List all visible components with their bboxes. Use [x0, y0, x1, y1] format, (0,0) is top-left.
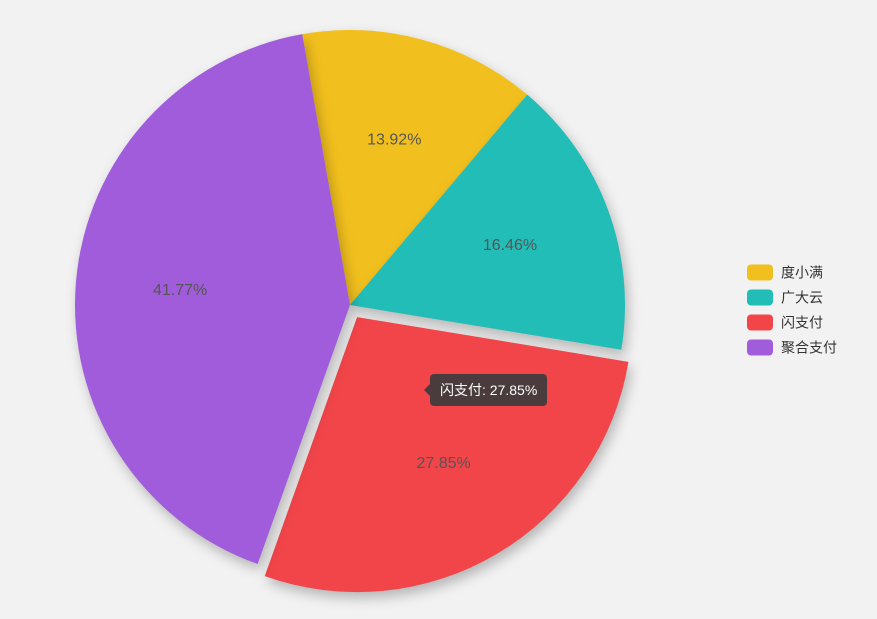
pie-slice-label-2: 27.85%	[417, 455, 471, 472]
legend-label-2: 闪支付	[781, 312, 823, 332]
legend-swatch-2	[747, 314, 773, 330]
legend-item-0[interactable]: 度小满	[747, 262, 837, 282]
legend-swatch-1	[747, 289, 773, 305]
legend-label-1: 广大云	[781, 287, 823, 307]
legend-label-0: 度小满	[781, 262, 823, 282]
legend-label-3: 聚合支付	[781, 337, 837, 357]
pie-slice-label-3: 41.77%	[153, 282, 207, 299]
legend-item-3[interactable]: 聚合支付	[747, 337, 837, 357]
legend-swatch-3	[747, 339, 773, 355]
legend: 度小满广大云闪支付聚合支付	[747, 257, 837, 362]
legend-item-2[interactable]: 闪支付	[747, 312, 837, 332]
legend-swatch-0	[747, 264, 773, 280]
chart-stage: 13.92% 16.46% 27.85% 41.77% 度小满广大云闪支付聚合支付 闪…	[0, 0, 877, 619]
legend-item-1[interactable]: 广大云	[747, 287, 837, 307]
pie-slice-label-1: 16.46%	[483, 237, 537, 254]
pie-slice-label-0: 13.92%	[367, 132, 421, 149]
pie-chart-svg: 13.92% 16.46% 27.85% 41.77%	[0, 0, 877, 619]
